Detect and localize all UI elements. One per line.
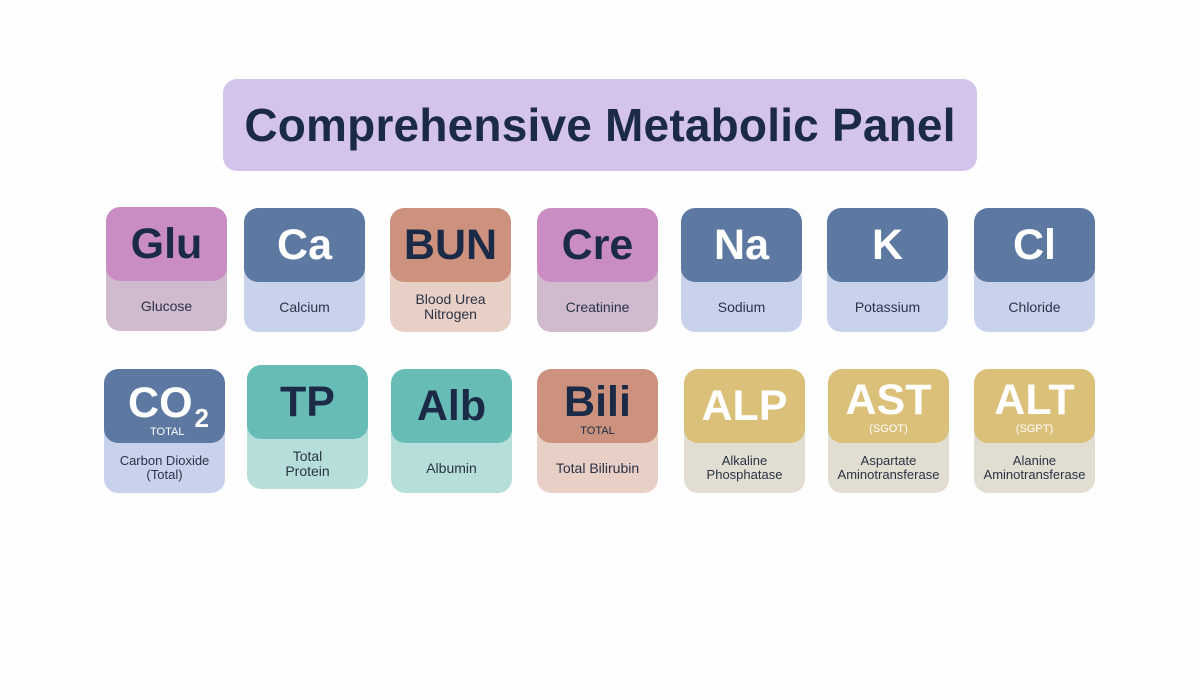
tile-name: Creatinine bbox=[565, 298, 630, 315]
tile-total-protein: TP Total Protein bbox=[247, 365, 368, 489]
tile-bun: BUN Blood Urea Nitrogen bbox=[390, 208, 511, 332]
tile-chloride: Cl Chloride bbox=[974, 208, 1095, 332]
tile-qualifier: (SGOT) bbox=[869, 423, 908, 435]
tile-abbr: TP bbox=[280, 377, 335, 426]
tile-abbr: ALT bbox=[994, 376, 1075, 424]
tile-qualifier: (SGPT) bbox=[1015, 423, 1054, 435]
tile-carbon-dioxide: CO2 TOTAL Carbon Dioxide (Total) bbox=[104, 369, 225, 493]
tile-name: Alkaline Phosphatase bbox=[706, 453, 783, 482]
tile-name: Blood Urea Nitrogen bbox=[415, 291, 486, 322]
tile-alkaline-phosphatase: ALP Alkaline Phosphatase bbox=[684, 369, 805, 493]
page-title: Comprehensive Metabolic Panel bbox=[244, 99, 956, 151]
tile-total-bilirubin: Bili TOTAL Total Bilirubin bbox=[537, 369, 658, 493]
tile-name: Alanine Aminotransferase bbox=[983, 453, 1086, 482]
tile-name: Aspartate Aminotransferase bbox=[837, 453, 940, 482]
tile-abbr: CO2 bbox=[128, 378, 209, 433]
tile-abbr: BUN bbox=[403, 220, 498, 269]
tile-name: Calcium bbox=[279, 298, 330, 315]
tile-name: Sodium bbox=[717, 298, 766, 315]
tile-calcium: Ca Calcium bbox=[244, 208, 365, 332]
tile-qualifier: TOTAL bbox=[150, 426, 185, 438]
tile-abbr: Cl bbox=[1013, 220, 1056, 269]
tile-abbr: Bili bbox=[564, 378, 631, 426]
tile-abbr: Na bbox=[714, 220, 769, 269]
tile-alt: ALT (SGPT) Alanine Aminotransferase bbox=[974, 369, 1095, 493]
tile-abbr: Glu bbox=[130, 219, 203, 268]
tile-abbr: AST bbox=[845, 376, 932, 424]
tile-abbr: K bbox=[871, 220, 904, 269]
tile-abbr: ALP bbox=[701, 381, 788, 430]
tile-name: Albumin bbox=[426, 459, 477, 476]
tile-qualifier: TOTAL bbox=[580, 425, 615, 437]
tile-name: Potassium bbox=[854, 298, 921, 315]
tile-abbr: Ca bbox=[277, 220, 332, 269]
tile-name: Carbon Dioxide (Total) bbox=[119, 453, 210, 482]
tile-creatinine: Cre Creatinine bbox=[537, 208, 658, 332]
tile-potassium: K Potassium bbox=[827, 208, 948, 332]
tile-abbr: Alb bbox=[416, 381, 487, 430]
tile-ast: AST (SGOT) Aspartate Aminotransferase bbox=[828, 369, 949, 493]
tile-name: Total Bilirubin bbox=[555, 459, 640, 476]
tile-sodium: Na Sodium bbox=[681, 208, 802, 332]
tile-name: Total Protein bbox=[285, 448, 330, 479]
tile-glucose: Glu Glucose bbox=[106, 207, 227, 331]
title-banner: Comprehensive Metabolic Panel bbox=[223, 79, 977, 171]
tile-name: Glucose bbox=[140, 297, 193, 314]
tile-albumin: Alb Albumin bbox=[391, 369, 512, 493]
tile-name: Chloride bbox=[1008, 298, 1061, 315]
tile-abbr: Cre bbox=[561, 220, 634, 269]
